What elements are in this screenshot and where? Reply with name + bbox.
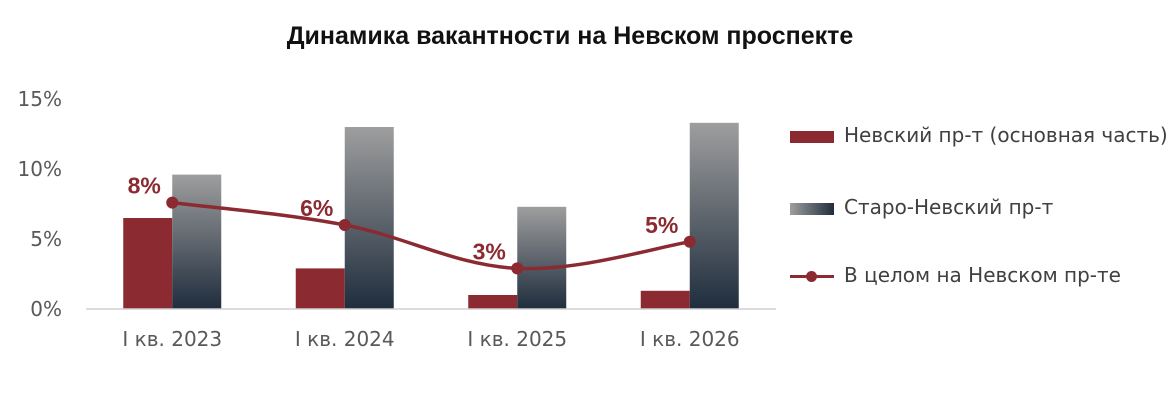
legend-label-staro-nevsky: Старо-Невский пр-т [844,195,1054,219]
legend-swatch-nevsky-total [790,270,834,282]
data-label-nevsky-total: 5% [645,212,678,238]
bar-nevsky-main [123,218,173,309]
y-tick-label: 0% [30,297,62,321]
x-tick-label: I кв. 2023 [122,327,222,351]
chart-title: Динамика вакантности на Невском проспект… [286,22,854,50]
y-tick-label: 10% [18,157,62,181]
data-label-nevsky-total: 8% [128,173,161,199]
legend-item-nevsky-total: В целом на Невском пр-те [790,262,1121,289]
point-nevsky-total [166,196,179,209]
y-tick-label: 5% [30,227,62,251]
bar-staro-nevsky [517,206,567,309]
y-tick-label: 15% [18,87,62,111]
data-label-nevsky-total: 3% [473,238,506,264]
data-label-nevsky-total: 6% [300,195,333,221]
bar-nevsky-main [640,290,690,309]
line-nevsky-total [172,200,691,271]
point-nevsky-total [338,219,351,231]
x-tick-label: I кв. 2024 [295,327,395,351]
bar-nevsky-main [295,268,345,309]
legend-swatch-nevsky-main [790,131,834,143]
legend-item-nevsky-main: Невский пр-т (основная часть) [790,122,1168,149]
bar-nevsky-main [468,295,518,309]
bar-staro-nevsky [689,122,739,309]
x-tick-label: I кв. 2026 [640,327,740,351]
bar-staro-nevsky [344,127,394,309]
x-tick-label: I кв. 2025 [467,327,567,351]
legend-label-nevsky-total: В целом на Невском пр-те [844,263,1121,287]
bar-staro-nevsky [172,174,222,309]
point-nevsky-total [683,235,696,248]
legend-item-staro-nevsky: Старо-Невский пр-т [790,194,1053,221]
point-nevsky-total [511,262,524,275]
legend-swatch-staro-nevsky [790,203,834,215]
legend-label-nevsky-main: Невский пр-т (основная часть) [844,123,1168,147]
